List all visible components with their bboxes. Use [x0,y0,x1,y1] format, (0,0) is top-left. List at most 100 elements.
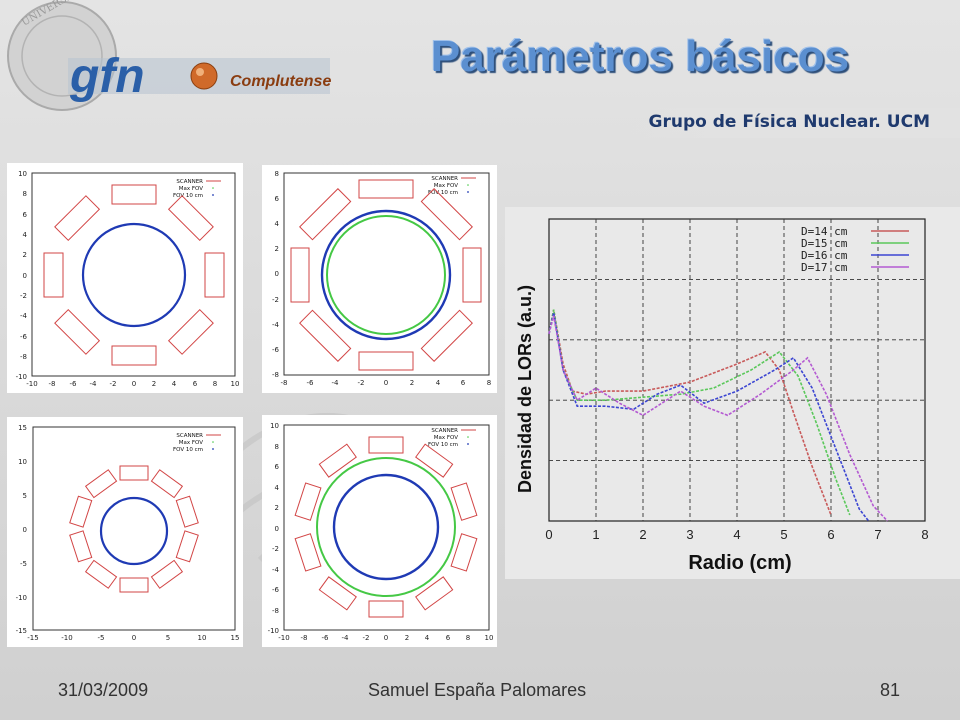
y-tick: 8 [275,443,279,451]
x-tick: -10 [278,634,289,642]
y-tick: 0 [23,526,27,534]
y-tick: 10 [270,422,279,430]
x-tick-label: 2 [639,527,646,542]
x-tick-label: 7 [874,527,881,542]
group-name: Grupo de Física Nuclear. UCM [648,112,930,132]
plot-legend: SCANNER Max FOV FOV 10 cm [428,176,476,196]
legend-maxfov-label: Max FOV [434,435,459,441]
x-tick: -4 [90,380,98,388]
y-tick: -10 [268,627,279,635]
x-tick: -8 [301,634,308,642]
x-tick-label: 1 [592,527,599,542]
series-line-1 [548,309,832,516]
x-tick: 2 [405,634,409,642]
series-line-3 [548,312,870,522]
x-tick: 0 [132,380,136,388]
fov-10cm-circle [320,209,452,341]
plot-legend: SCANNER Max FOV FOV 10 cm [428,428,476,448]
x-tick: 0 [384,634,388,642]
y-tick: -4 [272,566,280,574]
lor-density-chart: 0 1 2 3 4 5 6 7 8 D=14 cm D=15 cm D=16 cm D=17 cm R… [505,207,960,579]
footer-author: Samuel España Palomares [368,680,587,700]
y-tick: -6 [20,333,28,341]
chart-legend: D=14 cmD=15 cmD=16 cmD=17 cm [801,225,909,274]
x-tick: 10 [485,634,494,642]
y-tick: 4 [275,484,280,492]
x-tick: 8 [213,380,217,388]
plot-legend: SCANNER Max FOV FOV 10 cm [173,433,221,453]
y-tick: -8 [20,353,27,361]
scanner-plot-2: 8 6 4 2 0 -2 -4 -6 -8 -8 -6 -4 -2 0 2 4 … [262,165,497,393]
legend-maxfov-label: Max FOV [434,183,459,189]
y-tick: 2 [275,504,279,512]
legend-fov10-label: FOV 10 cm [173,447,203,453]
x-tick: -2 [110,380,117,388]
fov-10cm-circle [99,496,169,566]
scanner-plot-3: 15 10 5 0 -5 -10 -15 -15 -10 -5 0 5 10 1… [7,417,243,647]
y-axis-label: Densidad de LORs (a.u.) [515,285,535,493]
x-tick: -6 [70,380,78,388]
y-tick: -5 [20,560,27,568]
y-tick: -4 [272,321,280,329]
x-tick-labels: 0 1 2 3 4 5 6 7 8 [545,527,928,542]
x-tick-labels: -10 -8 -6 -4 -2 0 2 4 6 8 10 [278,634,493,642]
x-tick-label: 5 [780,527,787,542]
gfn-logo: UNIVERSITAS gfn Complutense [0,0,340,112]
y-tick: 0 [23,272,27,280]
x-tick: 8 [487,379,491,387]
fov-10cm-circle [332,473,440,581]
legend-fov10-label: FOV 10 cm [173,193,203,199]
y-tick: -10 [16,373,27,381]
y-tick: 10 [18,170,27,178]
x-tick-label: 4 [733,527,740,542]
y-tick: 6 [275,463,280,471]
x-tick-label: 0 [545,527,552,542]
y-tick: 2 [23,251,27,259]
scanner-plot-1: 10 8 6 4 2 0 -2 -4 -6 -8 -10 -10 -8 -6 -… [7,163,243,393]
y-tick: -6 [272,586,280,594]
x-tick: -10 [61,634,72,642]
y-tick-labels: 10 8 6 4 2 0 -2 -4 -6 -8 -10 [268,422,280,635]
x-tick-labels: -8 -6 -4 -2 0 2 4 6 8 [281,379,492,387]
logo-complutense-text: Complutense [230,73,331,90]
x-tick: -4 [332,379,340,387]
y-tick: 6 [275,195,280,203]
x-tick-label: 8 [921,527,928,542]
scanner-detectors [69,465,199,593]
legend-label-1: D=14 cm [801,225,848,238]
fov-10cm-circle [81,222,187,328]
x-tick: 0 [132,634,136,642]
y-tick: 15 [18,424,27,432]
footer-page-number: 81 [880,680,901,700]
x-tick: -2 [358,379,365,387]
x-tick: -6 [322,634,330,642]
legend-scanner-label: SCANNER [431,176,458,182]
x-tick-labels: -10 -8 -6 -4 -2 0 2 4 6 8 10 [26,380,239,388]
y-tick: -8 [272,607,279,615]
x-tick: -5 [98,634,105,642]
y-tick-labels: 15 10 5 0 -5 -10 -15 [16,424,27,635]
y-tick: -2 [272,545,279,553]
y-tick: -15 [16,627,27,635]
scanner-detectors [294,436,478,618]
y-tick: -2 [272,296,279,304]
x-tick: 6 [446,634,451,642]
y-tick: -4 [20,312,28,320]
legend-fov10-label: FOV 10 cm [428,442,458,448]
x-axis-label: Radio (cm) [688,552,791,574]
y-tick: 0 [275,270,279,278]
x-tick-label: 6 [827,527,834,542]
legend-maxfov-label: Max FOV [179,440,204,446]
scanner-detectors [290,179,482,371]
y-tick: -2 [20,292,27,300]
y-tick: 5 [23,492,27,500]
logo-orb [190,62,218,90]
y-tick-labels: 10 8 6 4 2 0 -2 -4 -6 -8 -10 [16,170,28,381]
y-tick: -6 [272,346,280,354]
scanner-plot-4: 10 8 6 4 2 0 -2 -4 -6 -8 -10 -10 -8 -6 -… [262,415,497,647]
x-tick: -10 [26,380,37,388]
series-line-4 [548,315,888,522]
x-tick: 6 [193,380,198,388]
max-fov-circle [316,457,456,597]
legend-maxfov-label: Max FOV [179,186,204,192]
